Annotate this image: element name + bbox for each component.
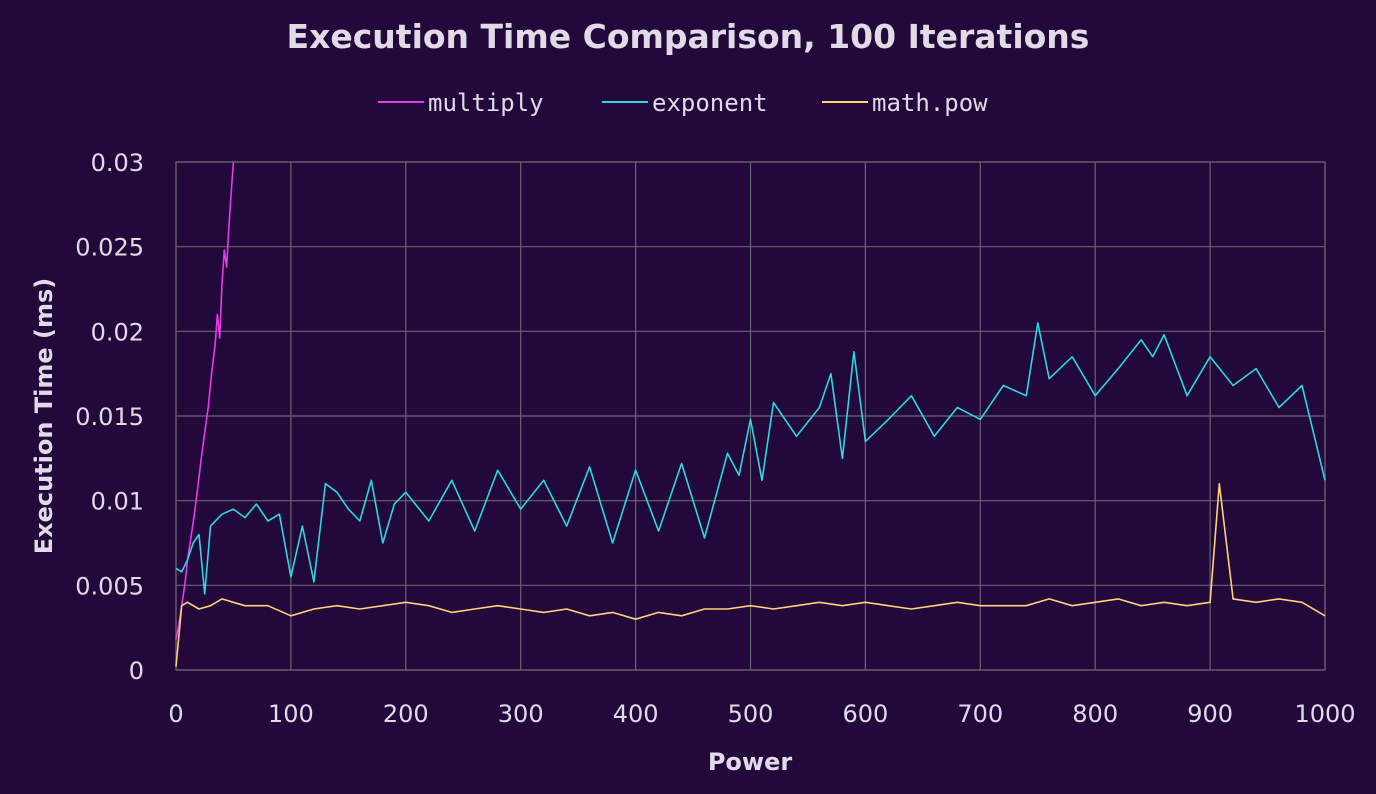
y-tick-label: 0.01 (91, 488, 144, 516)
legend-label: multiply (428, 89, 544, 117)
x-tick-label: 0 (168, 700, 183, 728)
legend-label: math.pow (872, 89, 988, 117)
x-tick-label: 1000 (1294, 700, 1355, 728)
y-tick-label: 0.03 (91, 149, 144, 177)
x-tick-label: 400 (613, 700, 659, 728)
y-axis-label: Execution Time (ms) (30, 278, 58, 555)
x-tick-label: 800 (1072, 700, 1118, 728)
legend-label: exponent (652, 89, 768, 117)
gridlines (175, 161, 1326, 671)
y-tick-label: 0.02 (91, 318, 144, 346)
x-tick-label: 500 (728, 700, 774, 728)
y-axis-ticks: 0 0.005 0.01 0.015 0.02 0.025 0.03 (75, 149, 144, 685)
y-tick-label: 0 (129, 657, 144, 685)
x-tick-label: 700 (957, 700, 1003, 728)
plot-frame (175, 161, 1326, 671)
series-layer (175, 161, 1326, 667)
x-axis-label: Power (708, 748, 793, 776)
y-tick-label: 0.015 (75, 403, 144, 431)
x-tick-label: 200 (383, 700, 429, 728)
y-tick-label: 0.005 (75, 572, 144, 600)
y-tick-label: 0.025 (75, 234, 144, 262)
legend: multiply exponent math.pow (378, 89, 988, 117)
x-tick-label: 600 (842, 700, 888, 728)
x-axis-ticks: 0 100 200 300 400 500 600 700 800 900 1000 (168, 700, 1355, 728)
x-tick-label: 300 (498, 700, 544, 728)
series-line-multiply (175, 161, 235, 640)
chart-title: Execution Time Comparison, 100 Iteration… (287, 17, 1090, 56)
x-tick-label: 100 (268, 700, 314, 728)
series-line-math-pow (175, 482, 1326, 667)
x-tick-label: 900 (1187, 700, 1233, 728)
series-line-exponent (175, 322, 1326, 595)
